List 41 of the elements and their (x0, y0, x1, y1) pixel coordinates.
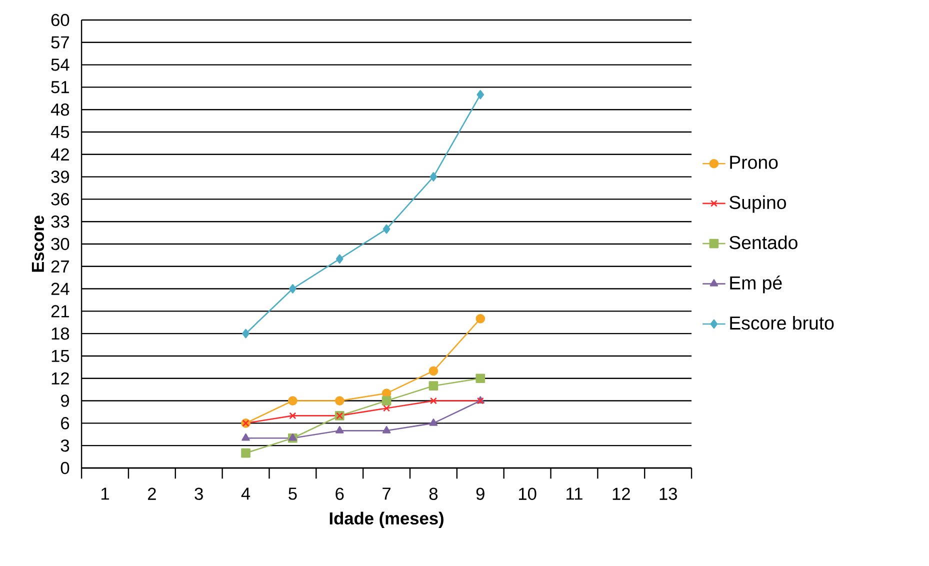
legend-label: Sentado (730, 235, 798, 250)
legend-label: Prono (730, 156, 778, 169)
y-tick-label: 15 (52, 350, 70, 362)
y-axis-title: Escore (32, 216, 44, 272)
y-tick-label: 36 (51, 193, 70, 206)
x-tick-label: 5 (288, 488, 297, 500)
y-tick-label: 27 (51, 260, 69, 272)
y-tick-label: 45 (50, 126, 70, 138)
y-tick-label: 60 (51, 14, 70, 26)
x-tick-label: 13 (660, 488, 677, 500)
y-tick-label: 42 (50, 148, 69, 160)
y-tick-label: 57 (51, 36, 69, 48)
y-tick-label: 51 (51, 81, 69, 94)
y-tick-label: 6 (61, 417, 70, 430)
y-tick-label: 21 (51, 305, 69, 318)
x-tick-label: 12 (612, 488, 630, 500)
y-tick-label: 54 (51, 58, 70, 71)
x-tick-label: 4 (241, 488, 250, 500)
x-tick-label: 7 (382, 488, 390, 500)
y-tick-label: 33 (51, 215, 70, 228)
y-tick-label: 39 (51, 170, 69, 183)
y-tick-label: 3 (60, 439, 70, 452)
x-tick-label: 6 (336, 488, 344, 500)
x-tick-label: 8 (429, 488, 438, 500)
x-tick-label: 3 (194, 488, 203, 500)
x-tick-label: 2 (148, 488, 156, 500)
x-axis-title: Idade (meses) (330, 512, 444, 528)
y-tick-label: 30 (51, 238, 70, 250)
y-tick-label: 48 (50, 103, 70, 116)
legend-label: Em pé (730, 276, 782, 294)
x-tick-label: 10 (518, 488, 536, 500)
y-tick-label: 0 (60, 462, 70, 474)
x-tick-label: 11 (566, 488, 582, 500)
y-tick-label: 12 (52, 372, 69, 384)
y-tick-label: 9 (60, 394, 69, 407)
x-tick-label: 1 (102, 488, 109, 500)
legend-label: Supino (730, 195, 786, 213)
y-tick-label: 18 (52, 327, 70, 340)
legend-label: Escore bruto (730, 316, 834, 330)
y-tick-label: 24 (51, 282, 70, 295)
x-tick-label: 9 (476, 488, 484, 500)
